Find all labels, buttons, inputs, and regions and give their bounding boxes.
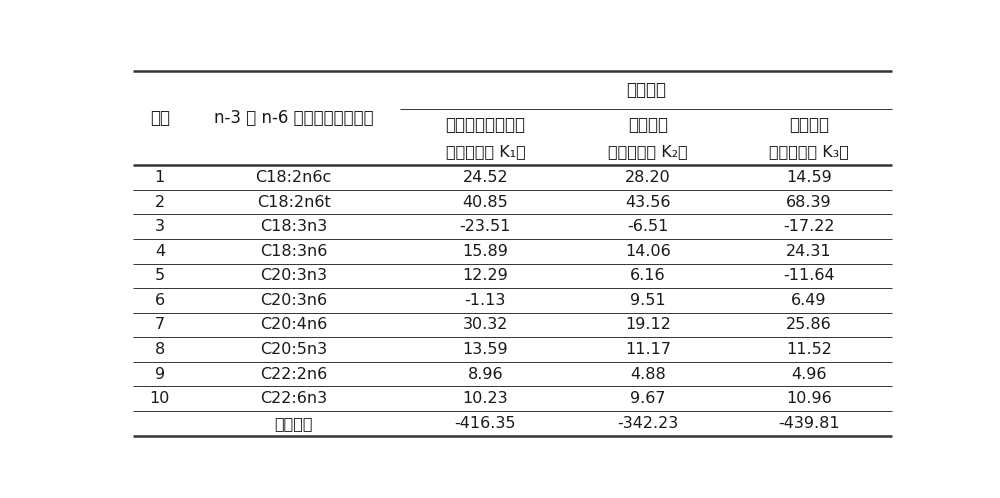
Text: 8.96: 8.96 bbox=[468, 367, 503, 381]
Text: -1.13: -1.13 bbox=[465, 293, 506, 308]
Text: 10.23: 10.23 bbox=[463, 391, 508, 406]
Text: C22:6n3: C22:6n3 bbox=[260, 391, 327, 406]
Text: -416.35: -416.35 bbox=[455, 416, 516, 431]
Text: 3: 3 bbox=[155, 219, 165, 234]
Text: 24.52: 24.52 bbox=[463, 170, 508, 185]
Text: 11.52: 11.52 bbox=[786, 342, 832, 357]
Text: -11.64: -11.64 bbox=[783, 268, 835, 283]
Text: 14.06: 14.06 bbox=[625, 244, 671, 259]
Text: 4.88: 4.88 bbox=[630, 367, 666, 381]
Text: C18:2n6t: C18:2n6t bbox=[257, 195, 330, 210]
Text: （常量）: （常量） bbox=[274, 416, 313, 431]
Text: 8: 8 bbox=[155, 342, 165, 357]
Text: 1: 1 bbox=[155, 170, 165, 185]
Text: 东太平洋赤道海域: 东太平洋赤道海域 bbox=[445, 116, 525, 133]
Text: 14.59: 14.59 bbox=[786, 170, 832, 185]
Text: -439.81: -439.81 bbox=[778, 416, 840, 431]
Text: 28.20: 28.20 bbox=[625, 170, 671, 185]
Text: 4.96: 4.96 bbox=[791, 367, 827, 381]
Text: 秘鲁外海: 秘鲁外海 bbox=[628, 116, 668, 133]
Text: 5: 5 bbox=[155, 268, 165, 283]
Text: （判别系数 K₃）: （判别系数 K₃） bbox=[769, 143, 849, 159]
Text: 地理区域: 地理区域 bbox=[626, 81, 666, 99]
Text: -23.51: -23.51 bbox=[460, 219, 511, 234]
Text: 68.39: 68.39 bbox=[786, 195, 832, 210]
Text: （判别系数 K₁）: （判别系数 K₁） bbox=[446, 143, 525, 159]
Text: C20:3n6: C20:3n6 bbox=[260, 293, 327, 308]
Text: 智利外海: 智利外海 bbox=[789, 116, 829, 133]
Text: 9.67: 9.67 bbox=[630, 391, 666, 406]
Text: 6.16: 6.16 bbox=[630, 268, 666, 283]
Text: C18:3n6: C18:3n6 bbox=[260, 244, 327, 259]
Text: 7: 7 bbox=[155, 317, 165, 333]
Text: C20:3n3: C20:3n3 bbox=[260, 268, 327, 283]
Text: 10: 10 bbox=[150, 391, 170, 406]
Text: 9.51: 9.51 bbox=[630, 293, 666, 308]
Text: 13.59: 13.59 bbox=[463, 342, 508, 357]
Text: 19.12: 19.12 bbox=[625, 317, 671, 333]
Text: C22:2n6: C22:2n6 bbox=[260, 367, 327, 381]
Text: C20:5n3: C20:5n3 bbox=[260, 342, 327, 357]
Text: 25.86: 25.86 bbox=[786, 317, 832, 333]
Text: 6.49: 6.49 bbox=[791, 293, 827, 308]
Text: 43.56: 43.56 bbox=[625, 195, 671, 210]
Text: 序号: 序号 bbox=[150, 109, 170, 127]
Text: 40.85: 40.85 bbox=[462, 195, 508, 210]
Text: -342.23: -342.23 bbox=[618, 416, 679, 431]
Text: -17.22: -17.22 bbox=[783, 219, 835, 234]
Text: 4: 4 bbox=[155, 244, 165, 259]
Text: 12.29: 12.29 bbox=[462, 268, 508, 283]
Text: 9: 9 bbox=[155, 367, 165, 381]
Text: （判别系数 K₂）: （判别系数 K₂） bbox=[608, 143, 688, 159]
Text: 24.31: 24.31 bbox=[786, 244, 832, 259]
Text: 2: 2 bbox=[155, 195, 165, 210]
Text: 11.17: 11.17 bbox=[625, 342, 671, 357]
Text: 15.89: 15.89 bbox=[462, 244, 508, 259]
Text: 10.96: 10.96 bbox=[786, 391, 832, 406]
Text: C18:2n6c: C18:2n6c bbox=[255, 170, 332, 185]
Text: C20:4n6: C20:4n6 bbox=[260, 317, 327, 333]
Text: n-3 和 n-6 系列不饱和脂肪酸: n-3 和 n-6 系列不饱和脂肪酸 bbox=[214, 109, 373, 127]
Text: -6.51: -6.51 bbox=[627, 219, 669, 234]
Text: 6: 6 bbox=[155, 293, 165, 308]
Text: C18:3n3: C18:3n3 bbox=[260, 219, 327, 234]
Text: 30.32: 30.32 bbox=[463, 317, 508, 333]
